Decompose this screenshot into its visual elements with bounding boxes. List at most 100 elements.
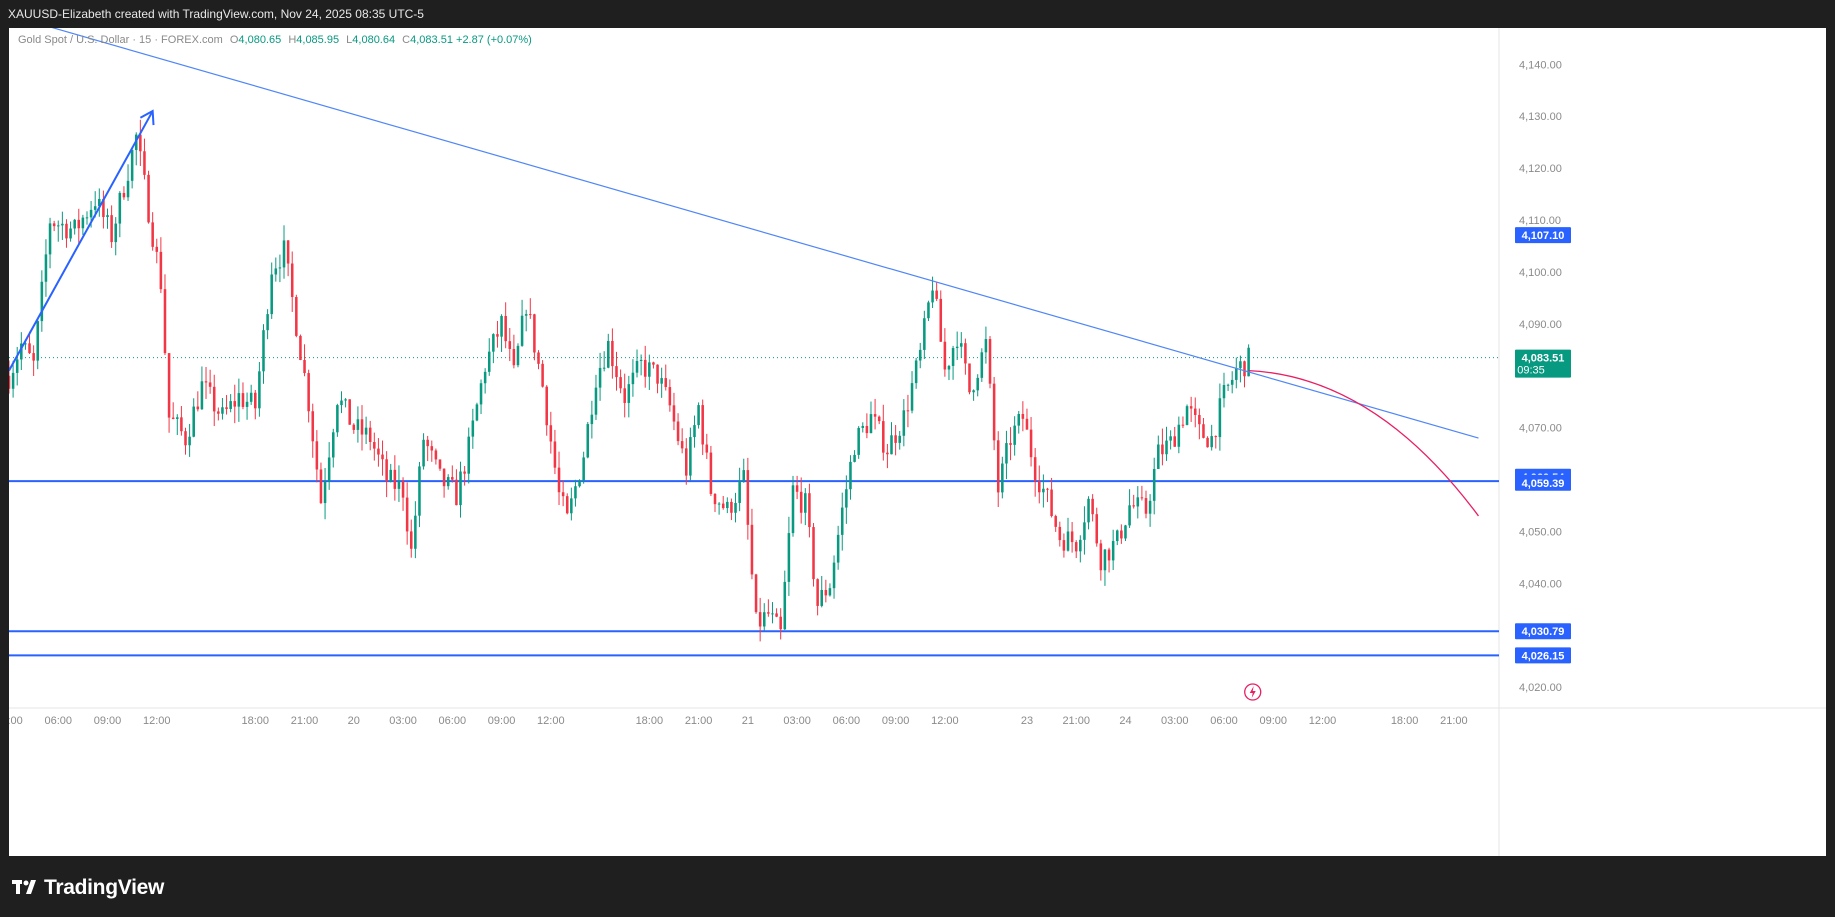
candle bbox=[635, 349, 639, 378]
candle-body bbox=[393, 469, 397, 489]
candle-body bbox=[348, 399, 351, 425]
candle bbox=[828, 583, 832, 597]
x-tick-label: 18:00 bbox=[636, 715, 664, 727]
candle bbox=[643, 345, 647, 388]
candle-body bbox=[360, 419, 364, 435]
candle-body bbox=[898, 435, 901, 443]
candle bbox=[602, 351, 606, 372]
x-tick-label: 09:00 bbox=[94, 715, 122, 727]
candle-body bbox=[1193, 408, 1197, 415]
candle-body bbox=[676, 421, 680, 442]
candle bbox=[565, 493, 569, 515]
candle-body bbox=[496, 334, 499, 337]
candle-body bbox=[471, 420, 475, 437]
candle-body bbox=[1107, 549, 1111, 561]
candle bbox=[65, 219, 68, 248]
price-tag-box bbox=[1515, 474, 1571, 491]
trend-arrow-head bbox=[139, 109, 155, 126]
candle bbox=[1181, 416, 1185, 429]
candle bbox=[85, 211, 89, 225]
candle bbox=[1054, 514, 1057, 532]
candle bbox=[270, 262, 273, 319]
candle-body bbox=[401, 481, 405, 498]
candle-body bbox=[639, 359, 643, 361]
ohlc-legend: Gold Spot / U.S. Dollar · 15 · FOREX.com… bbox=[18, 34, 532, 46]
candle bbox=[561, 480, 565, 507]
y-tick-label: 4,100.00 bbox=[1519, 267, 1562, 279]
candle-body bbox=[1136, 497, 1140, 507]
candle-body bbox=[282, 240, 286, 268]
candle bbox=[935, 281, 938, 302]
candle-body bbox=[1079, 539, 1082, 552]
candle-body bbox=[1140, 497, 1144, 499]
candle-body bbox=[467, 436, 470, 474]
candle-body bbox=[886, 452, 889, 455]
candle bbox=[676, 413, 680, 446]
candle-body bbox=[487, 351, 491, 372]
price-tag-box bbox=[1515, 647, 1571, 664]
candle-body bbox=[1214, 436, 1218, 438]
candle-body bbox=[422, 439, 425, 467]
candle bbox=[840, 492, 844, 551]
candle bbox=[1062, 533, 1066, 558]
candle-body bbox=[430, 446, 434, 451]
price-chart[interactable]: 4,140.00 4,130.00 4,120.00 4,110.00 4,100.00… bbox=[9, 28, 1826, 856]
candle bbox=[225, 395, 228, 415]
candle-body bbox=[812, 527, 815, 580]
candle-body bbox=[1050, 489, 1053, 517]
candle-body bbox=[245, 401, 249, 407]
candle-body bbox=[1235, 368, 1238, 380]
candle-body bbox=[570, 498, 573, 514]
candle bbox=[401, 477, 405, 511]
candle-body bbox=[927, 302, 930, 319]
candle-body bbox=[635, 360, 639, 373]
candle-body bbox=[463, 471, 466, 474]
candle bbox=[426, 435, 429, 462]
current-price-box bbox=[1515, 349, 1571, 378]
candle bbox=[902, 399, 906, 447]
candle bbox=[487, 338, 491, 376]
candle bbox=[1091, 494, 1094, 522]
candle bbox=[652, 361, 655, 369]
candle bbox=[414, 501, 417, 559]
candle-body bbox=[660, 378, 663, 384]
candle bbox=[680, 428, 684, 454]
candle bbox=[1095, 507, 1099, 547]
candle bbox=[118, 191, 122, 238]
candle-body bbox=[89, 209, 93, 218]
candle-body bbox=[672, 405, 676, 422]
lightning-icon-ring bbox=[1244, 683, 1262, 701]
candle-body bbox=[286, 240, 290, 264]
candle bbox=[1202, 417, 1205, 439]
x-tick-label: 06:00 bbox=[1210, 715, 1238, 727]
candle-body bbox=[845, 489, 848, 508]
candle bbox=[1070, 521, 1074, 553]
candle-body bbox=[233, 401, 237, 407]
candle bbox=[832, 555, 836, 599]
candle bbox=[393, 455, 397, 501]
candle-body bbox=[221, 407, 224, 414]
candle-body bbox=[730, 501, 733, 513]
candle-body bbox=[459, 471, 462, 506]
tradingview-logo[interactable]: TradingView bbox=[12, 876, 164, 900]
candle bbox=[972, 389, 975, 401]
candle bbox=[607, 333, 610, 369]
candle-body bbox=[200, 381, 204, 410]
candle bbox=[1185, 404, 1189, 426]
candle bbox=[11, 360, 15, 398]
lightning-icon bbox=[1244, 683, 1262, 701]
candle bbox=[742, 458, 746, 483]
chart-panel[interactable]: 4,140.00 4,130.00 4,120.00 4,110.00 4,100.00… bbox=[9, 28, 1826, 856]
candle bbox=[898, 431, 901, 450]
high-value: 4,085.95 bbox=[296, 34, 340, 46]
candle-body bbox=[1033, 457, 1037, 482]
candle-body bbox=[1009, 443, 1012, 445]
x-tick-label: 06:00 bbox=[833, 715, 861, 727]
candle-body bbox=[171, 417, 175, 419]
candle bbox=[77, 208, 81, 244]
candle bbox=[697, 402, 700, 429]
candle bbox=[1173, 427, 1177, 447]
candle bbox=[964, 338, 967, 375]
candle bbox=[451, 465, 454, 483]
candle-body bbox=[799, 491, 803, 513]
